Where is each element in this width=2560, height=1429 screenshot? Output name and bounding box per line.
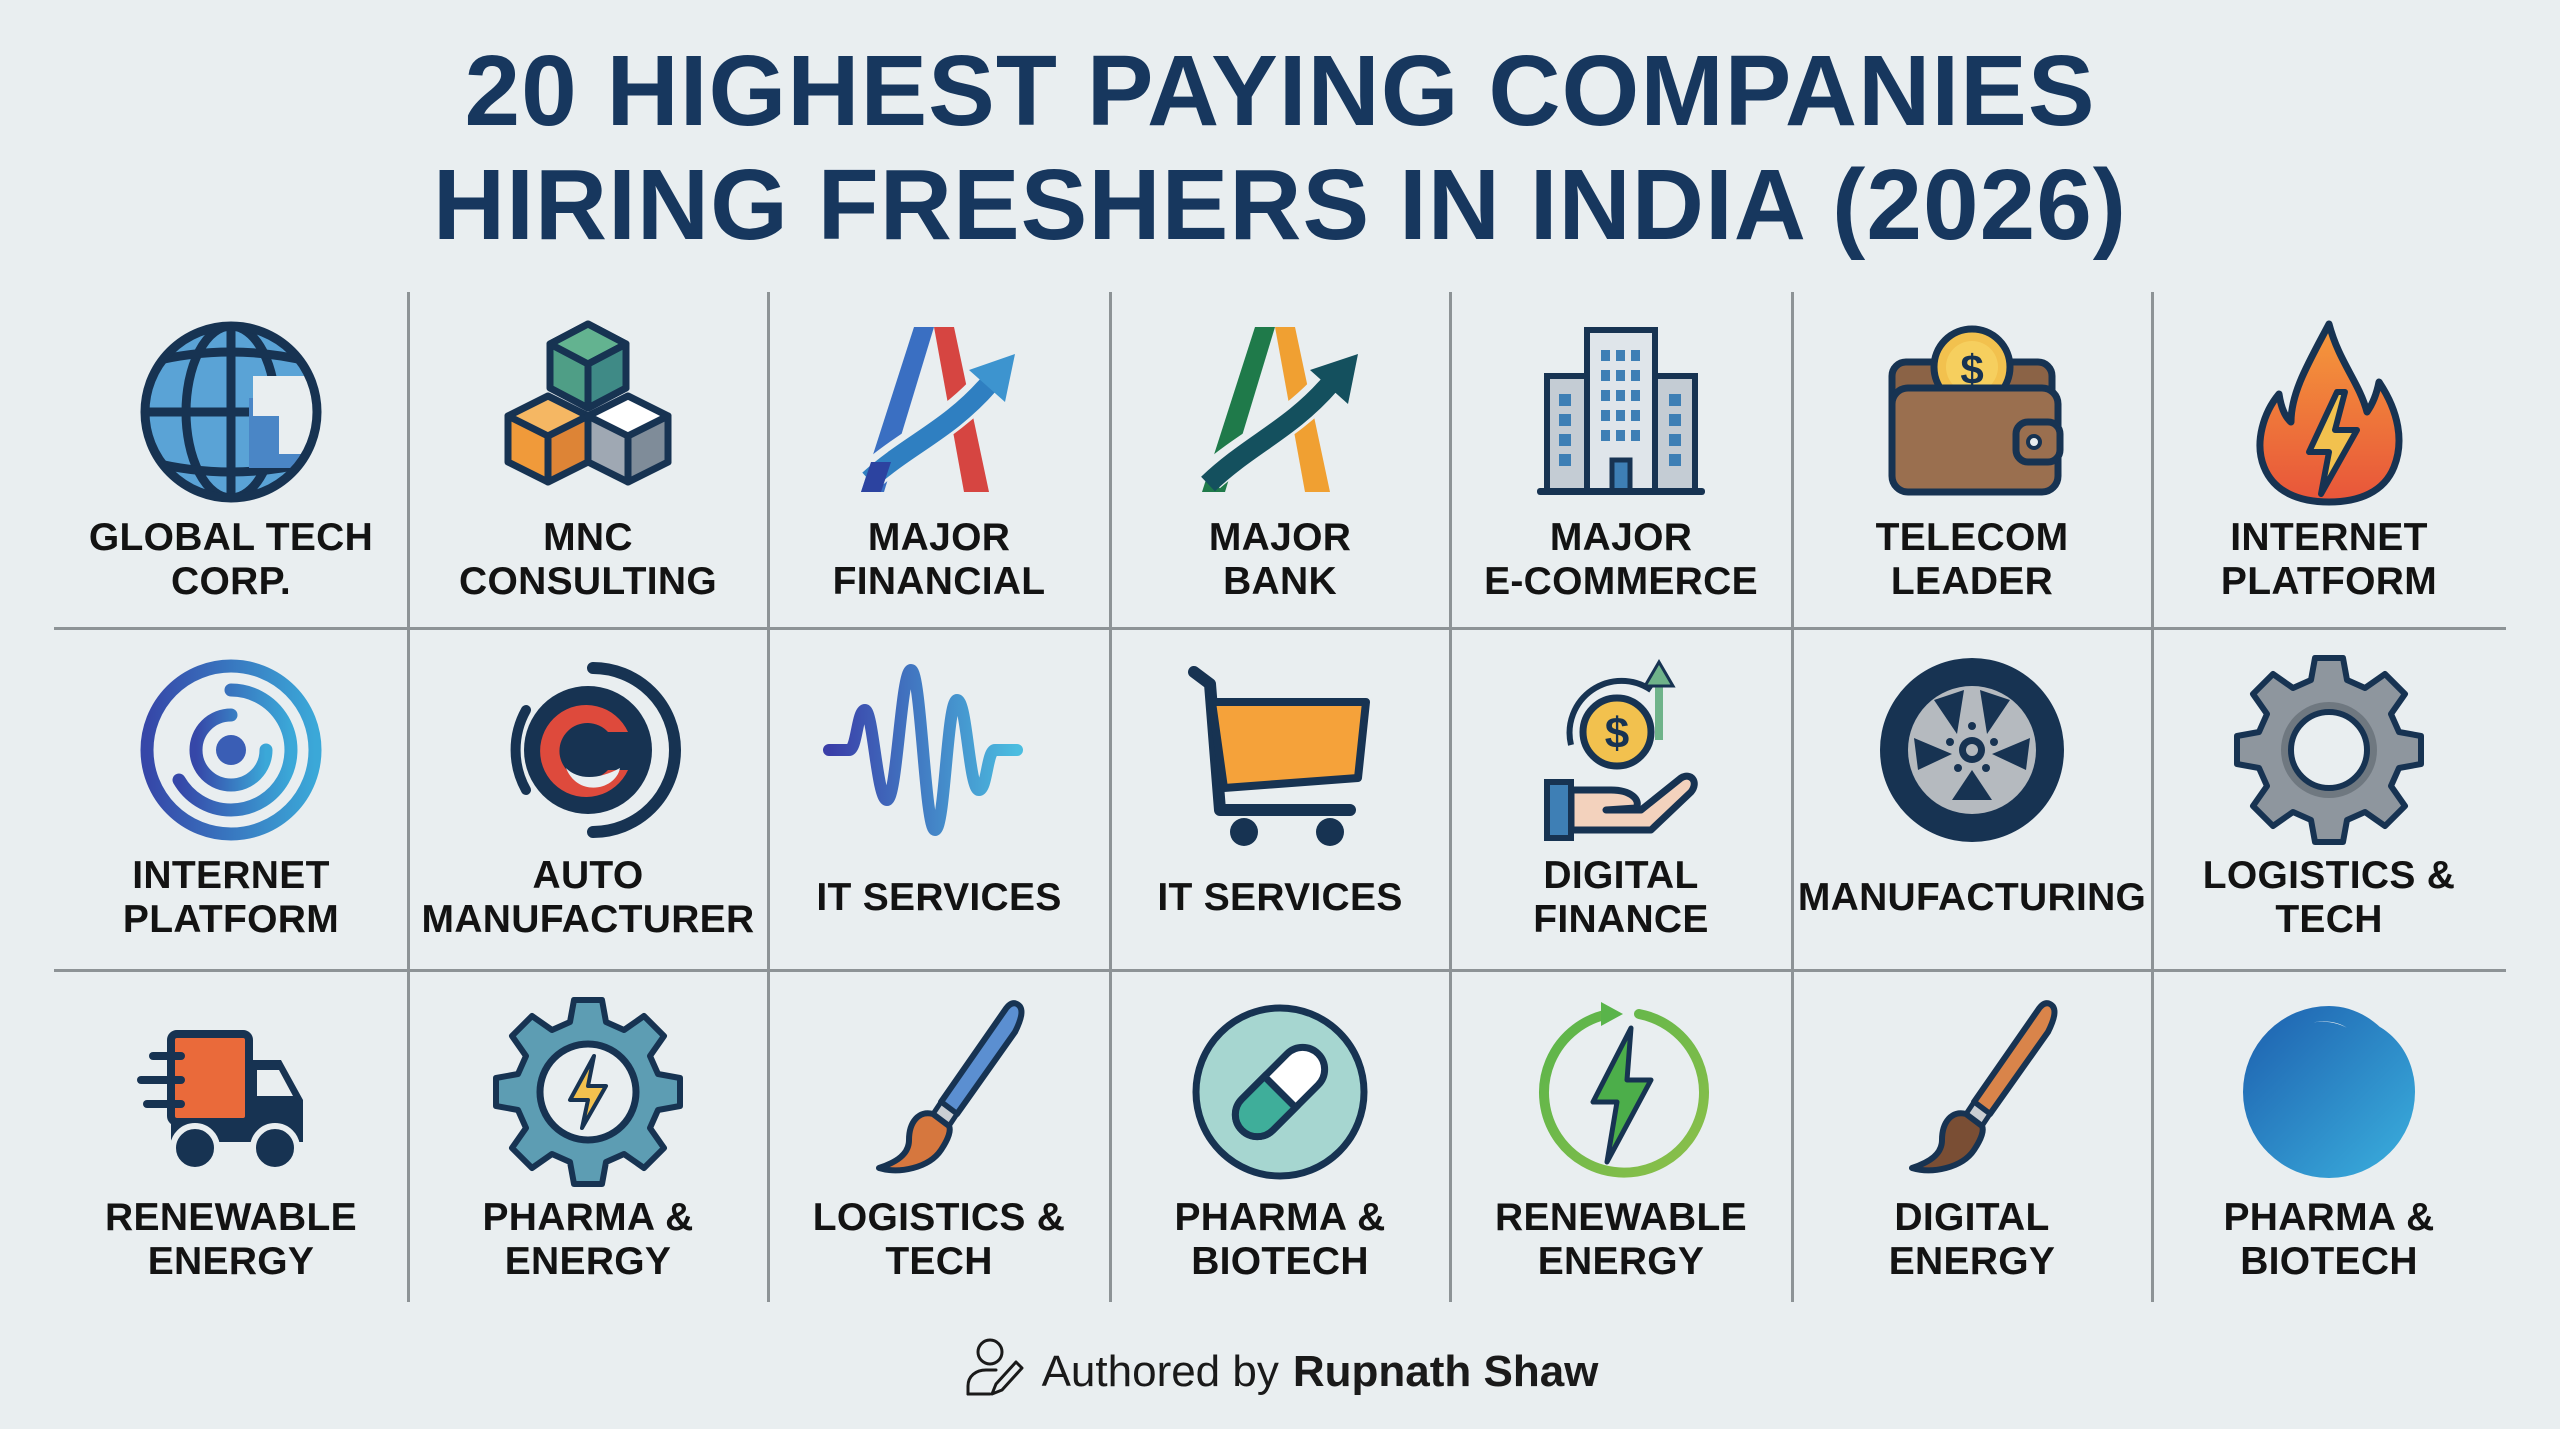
company-card: $ DIGITAL FINANCE (1450, 630, 1792, 970)
svg-text:$: $ (1960, 346, 1983, 393)
company-label: AUTO MANUFACTURER (421, 854, 755, 941)
gear-bolt-icon (488, 992, 688, 1192)
grid-divider (407, 292, 410, 1302)
company-card: PHARMA & ENERGY (408, 972, 768, 1302)
title-line-2: HIRING FRESHERS IN INDIA (2026) (432, 149, 2128, 261)
company-card: LOGISTICS & TECH (768, 972, 1110, 1302)
company-card: GLOBAL TECH CORP. (54, 292, 408, 628)
company-card: LOGISTICS & TECH (2152, 630, 2506, 970)
company-card: AUTO MANUFACTURER (408, 630, 768, 970)
grid-divider (1449, 292, 1452, 1302)
cubes-icon (488, 312, 688, 512)
flame-bolt-icon (2229, 312, 2429, 512)
company-label: LOGISTICS & TECH (2202, 854, 2456, 941)
author-pencil-icon (962, 1334, 1028, 1411)
company-card: PHARMA & BIOTECH (2152, 972, 2506, 1302)
title-line-1: 20 HIGHEST PAYING COMPANIES (464, 35, 2096, 147)
grid-divider (1109, 292, 1112, 1302)
company-card: PHARMA & BIOTECH (1110, 972, 1450, 1302)
company-label: MAJOR E-COMMERCE (1484, 516, 1758, 603)
company-card: INTERNET PLATFORM (2152, 292, 2506, 628)
company-label: MNC CONSULTING (459, 516, 717, 603)
globe-g-icon (131, 312, 331, 512)
company-label: PHARMA & BIOTECH (1174, 1196, 1386, 1283)
company-label: RENEWABLE ENERGY (1495, 1196, 1747, 1283)
company-label: RENEWABLE ENERGY (105, 1196, 357, 1283)
company-card: MAJOR E-COMMERCE (1450, 292, 1792, 628)
company-card: MAJOR FINANCIAL (768, 292, 1110, 628)
grid-divider (54, 627, 2506, 630)
pill-capsule-icon (1180, 992, 1380, 1192)
company-card: MNC CONSULTING (408, 292, 768, 628)
company-grid: GLOBAL TECH CORP. MNC CO (54, 292, 2506, 1302)
letter-a-arrow-icon (839, 312, 1039, 512)
company-card: DIGITAL ENERGY (1792, 972, 2152, 1302)
grid-divider (2151, 292, 2154, 1302)
company-label: PHARMA & ENERGY (482, 1196, 694, 1283)
paintbrush-orange-icon (1872, 992, 2072, 1192)
company-label: DIGITAL FINANCE (1533, 854, 1709, 941)
office-building-icon (1521, 312, 1721, 512)
recycle-bolt-icon (1521, 992, 1721, 1192)
c-swoosh-icon (488, 650, 688, 850)
company-card: RENEWABLE ENERGY (1450, 972, 1792, 1302)
delivery-truck-icon (131, 992, 331, 1192)
spiral-circle-icon (131, 650, 331, 850)
grid-divider (1791, 292, 1794, 1302)
gear-icon (2229, 650, 2429, 850)
blue-swirl-icon (2229, 992, 2429, 1192)
hand-coin-icon: $ (1521, 650, 1721, 850)
company-label: IT SERVICES (816, 876, 1062, 919)
company-label: TELECOM LEADER (1875, 516, 2069, 603)
company-card: INTERNET PLATFORM (54, 630, 408, 970)
company-label: DIGITAL ENERGY (1888, 1196, 2056, 1283)
company-label: LOGISTICS & TECH (812, 1196, 1066, 1283)
company-label: MAJOR FINANCIAL (832, 516, 1046, 603)
author-prefix: Authored by (1041, 1347, 1279, 1396)
company-label: MANUFACTURING (1797, 876, 2147, 919)
author-credit: Authored by Rupnath Shaw (0, 1338, 2560, 1402)
company-card: MANUFACTURING (1792, 630, 2152, 970)
company-card: MAJOR BANK (1110, 292, 1450, 628)
paintbrush-blue-icon (839, 992, 1039, 1192)
company-label: MAJOR BANK (1208, 516, 1352, 603)
company-card: $ TELECOM LEADER (1792, 292, 2152, 628)
company-label: IT SERVICES (1157, 876, 1403, 919)
company-label: GLOBAL TECH CORP. (88, 516, 374, 603)
page-title: 20 HIGHEST PAYING COMPANIES HIRING FRESH… (0, 34, 2560, 262)
letter-a-arrow-green-icon (1180, 312, 1380, 512)
grid-divider (54, 969, 2506, 972)
company-label: INTERNET PLATFORM (2220, 516, 2438, 603)
svg-text:$: $ (1605, 709, 1629, 758)
company-label: PHARMA & BIOTECH (2223, 1196, 2435, 1283)
tire-wheel-icon (1872, 650, 2072, 850)
author-name: Rupnath Shaw (1292, 1347, 1599, 1396)
company-card: IT SERVICES (1110, 630, 1450, 970)
wallet-coin-icon: $ (1872, 312, 2072, 512)
grid-divider (767, 292, 770, 1302)
company-card: IT SERVICES (768, 630, 1110, 970)
waveform-icon (823, 650, 1039, 850)
company-card: RENEWABLE ENERGY (54, 972, 408, 1302)
company-label: INTERNET PLATFORM (122, 854, 340, 941)
shopping-cart-icon (1180, 650, 1380, 850)
